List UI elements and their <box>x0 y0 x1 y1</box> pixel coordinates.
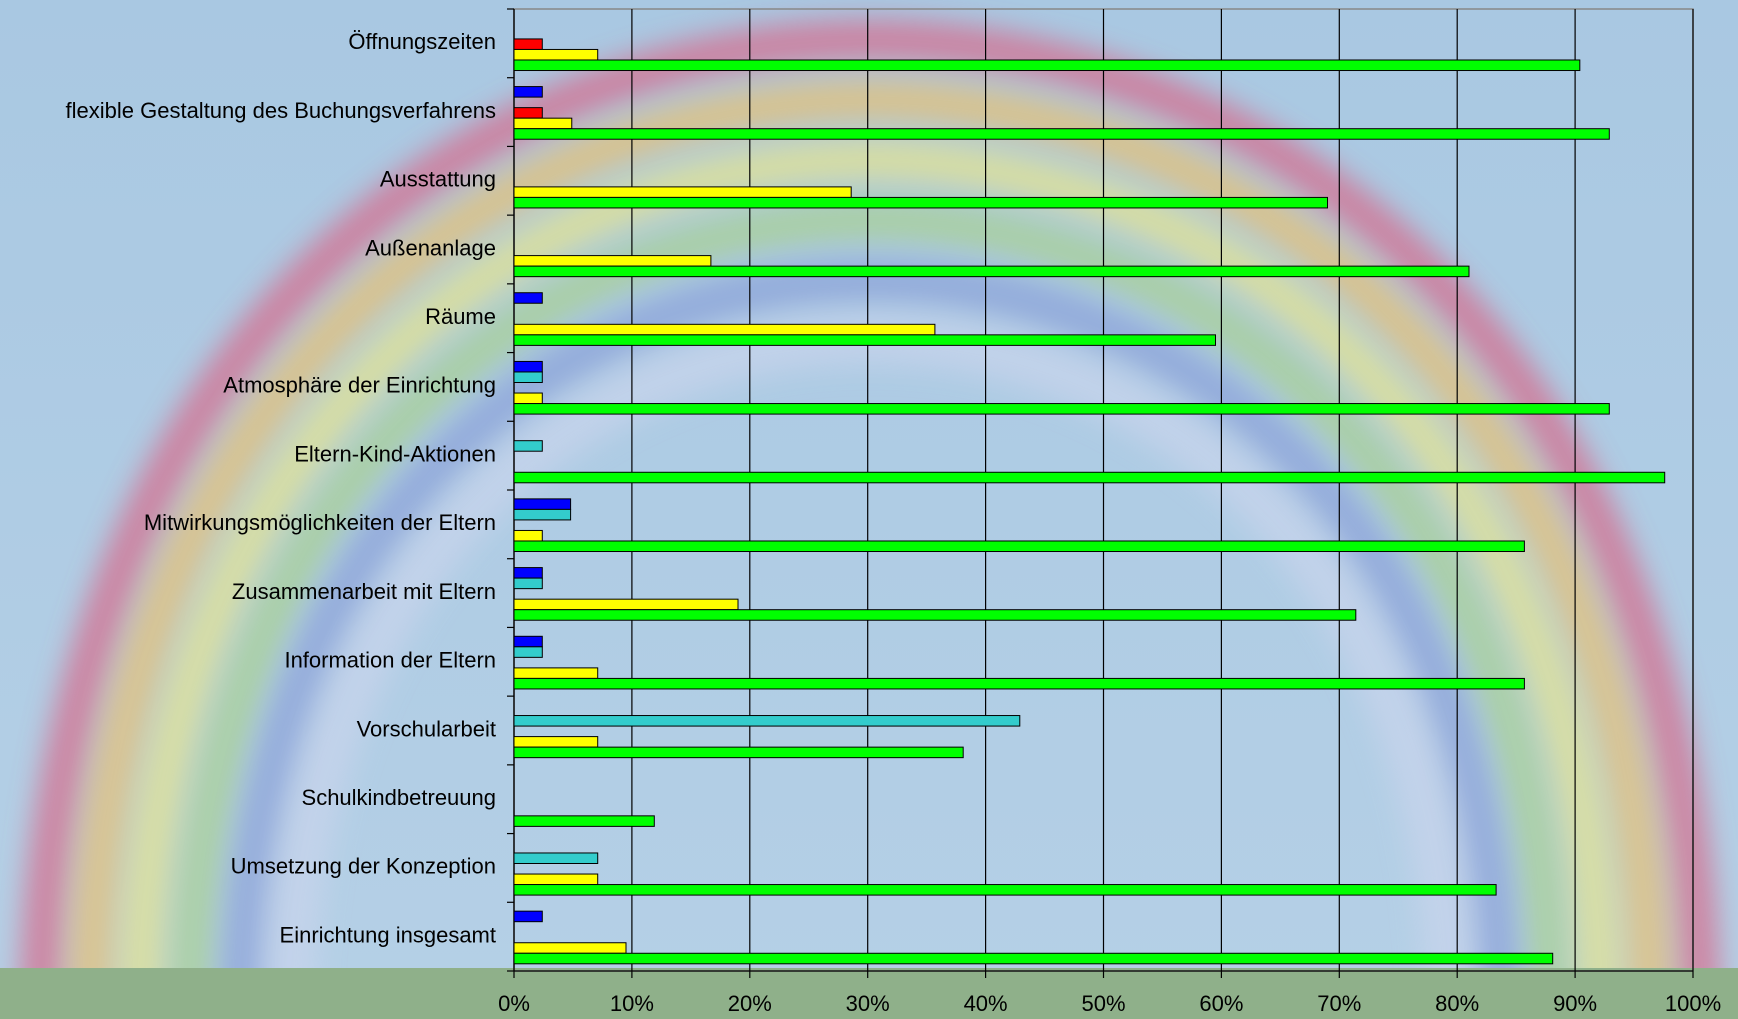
bar <box>513 48 599 61</box>
bar <box>513 392 543 405</box>
bar <box>513 360 543 373</box>
x-tick-label: 0% <box>498 991 530 1016</box>
bar <box>513 646 543 658</box>
bar <box>513 292 543 304</box>
x-tick-label: 50% <box>1081 991 1125 1016</box>
y-tick-label: Information der Eltern <box>284 648 496 673</box>
x-tick-label: 80% <box>1435 991 1479 1016</box>
y-tick-label: Eltern-Kind-Aktionen <box>294 441 496 466</box>
y-tick-label: Schulkindbetreuung <box>302 785 496 810</box>
x-tick-label: 10% <box>610 991 654 1016</box>
bar <box>513 609 1357 621</box>
bar <box>513 117 573 130</box>
bar <box>513 403 1610 415</box>
x-tick-label: 30% <box>846 991 890 1016</box>
x-tick-label: 20% <box>728 991 772 1016</box>
y-tick-label: Zusammenarbeit mit Eltern <box>232 579 496 604</box>
bar <box>513 371 543 383</box>
ground <box>0 968 1738 1019</box>
bar <box>513 667 599 679</box>
y-tick-label: Außenanlage <box>365 235 496 260</box>
x-tick-label: 70% <box>1317 991 1361 1016</box>
bar <box>513 677 1525 690</box>
x-tick-label: 100% <box>1665 991 1721 1016</box>
y-tick-label: Einrichtung insgesamt <box>280 922 496 947</box>
bar <box>513 186 852 198</box>
bar <box>513 471 1666 484</box>
bar <box>513 942 627 954</box>
bar <box>513 255 712 267</box>
y-tick-label: Vorschularbeit <box>357 716 496 741</box>
bar <box>513 852 599 864</box>
bar <box>513 38 543 50</box>
bar <box>513 598 739 611</box>
bar <box>513 196 1329 209</box>
bar <box>513 440 543 452</box>
bar <box>513 128 1610 140</box>
bar <box>513 107 543 119</box>
bar <box>513 323 936 336</box>
y-tick-label: flexible Gestaltung des Buchungsverfahre… <box>66 98 496 123</box>
bar <box>513 265 1470 278</box>
x-tick-label: 40% <box>964 991 1008 1016</box>
y-tick-label: Räume <box>425 304 496 329</box>
bar <box>513 910 543 923</box>
bar <box>513 715 1021 727</box>
y-tick-label: Atmosphäre der Einrichtung <box>223 373 496 398</box>
bar <box>513 736 599 748</box>
bar <box>513 567 543 579</box>
x-tick-label: 60% <box>1199 991 1243 1016</box>
bar <box>513 884 1497 896</box>
bar <box>513 529 543 542</box>
bar <box>513 746 964 759</box>
y-tick-label: Ausstattung <box>380 167 496 192</box>
bar <box>513 873 599 886</box>
y-tick-label: Umsetzung der Konzeption <box>231 854 496 879</box>
bar <box>513 334 1217 346</box>
bar <box>513 635 543 648</box>
y-tick-label: Mitwirkungsmöglichkeiten der Eltern <box>144 510 496 535</box>
bar <box>513 815 655 827</box>
x-tick-label: 90% <box>1553 991 1597 1016</box>
bar <box>513 59 1581 72</box>
bar <box>513 577 543 590</box>
bar <box>513 86 543 98</box>
bar <box>513 498 572 510</box>
y-tick-label: Öffnungszeiten <box>348 29 496 54</box>
bar <box>513 540 1525 553</box>
bar <box>513 952 1554 965</box>
bar <box>513 508 572 521</box>
